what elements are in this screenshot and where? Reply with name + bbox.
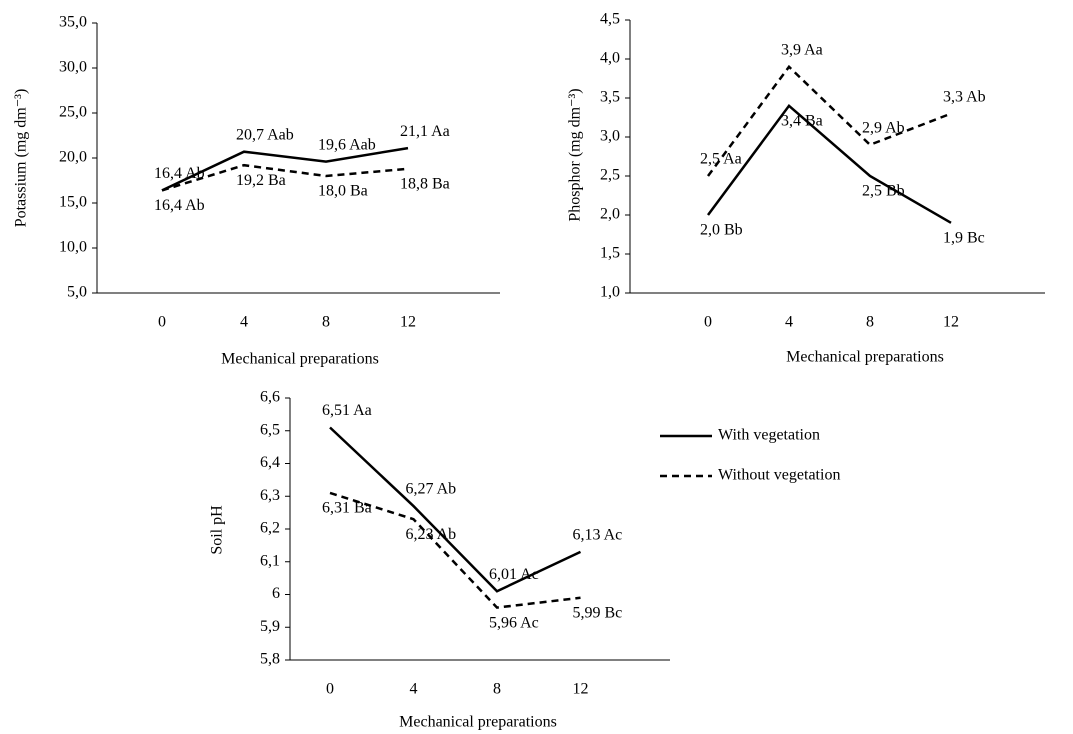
y-tick-label: 25,0 — [59, 104, 87, 121]
data-label: 6,27 Ab — [406, 481, 457, 498]
y-tick-label: 4,0 — [600, 50, 620, 67]
y-tick-label: 2,0 — [600, 206, 620, 223]
data-label: 6,31 Ba — [322, 500, 372, 517]
y-axis-title: Soil pH — [209, 505, 226, 555]
legend-label: Without vegetation — [718, 467, 840, 484]
y-tick-label: 4,5 — [600, 11, 620, 28]
y-tick-label: 6,6 — [260, 389, 280, 406]
x-tick-label: 4 — [785, 314, 793, 331]
data-label: 2,9 Ab — [862, 119, 905, 136]
data-label: 6,13 Ac — [573, 527, 623, 544]
series-line — [161, 146, 409, 192]
y-tick-label: 15,0 — [59, 194, 87, 211]
series-line — [161, 163, 409, 192]
x-tick-label: 12 — [400, 314, 416, 331]
data-label: 6,23 Ab — [406, 526, 457, 543]
x-axis-title: Mechanical preparations — [221, 351, 379, 368]
series-line — [706, 64, 952, 177]
x-tick-label: 8 — [866, 314, 874, 331]
y-tick-label: 6,3 — [260, 487, 280, 504]
data-label: 16,4 Ab — [154, 197, 205, 214]
data-label: 3,4 Ba — [781, 112, 823, 129]
y-tick-label: 6,2 — [260, 520, 280, 537]
y-tick-label: 5,0 — [67, 284, 87, 301]
y-tick-label: 30,0 — [59, 59, 87, 76]
series-line — [706, 103, 952, 224]
data-label: 2,0 Bb — [700, 222, 743, 239]
x-tick-label: 0 — [158, 314, 166, 331]
data-label: 21,1 Aa — [400, 123, 450, 140]
y-tick-label: 6,5 — [260, 421, 280, 438]
data-label: 6,01 Ac — [489, 566, 539, 583]
y-tick-label: 1,0 — [600, 284, 620, 301]
data-label: 3,9 Aa — [781, 41, 823, 58]
data-label: 3,3 Ab — [943, 88, 986, 105]
y-tick-label: 6 — [272, 585, 280, 602]
data-label: 19,6 Aab — [318, 136, 376, 153]
data-label: 5,99 Bc — [573, 604, 623, 621]
data-label: 2,5 Bb — [862, 183, 905, 200]
y-tick-label: 6,4 — [260, 454, 280, 471]
y-axis-title: Phosphor (mg dm⁻³) — [567, 88, 584, 221]
data-label: 18,0 Ba — [318, 183, 368, 200]
x-tick-label: 12 — [943, 314, 959, 331]
series-line — [329, 491, 581, 609]
x-tick-label: 12 — [573, 681, 589, 698]
data-label: 1,9 Bc — [943, 229, 985, 246]
legend-label: With vegetation — [718, 427, 820, 444]
data-label: 5,96 Ac — [489, 614, 539, 631]
x-axis-title: Mechanical preparations — [399, 714, 557, 731]
x-tick-label: 4 — [410, 681, 418, 698]
y-tick-label: 35,0 — [59, 14, 87, 31]
data-label: 19,2 Ba — [236, 172, 286, 189]
y-tick-label: 20,0 — [59, 149, 87, 166]
y-axis-title: Potassium (mg dm⁻³) — [13, 89, 30, 228]
series-line — [329, 426, 582, 593]
x-axis-title: Mechanical preparations — [786, 349, 944, 366]
y-tick-label: 3,0 — [600, 128, 620, 145]
y-tick-label: 10,0 — [59, 239, 87, 256]
y-tick-label: 1,5 — [600, 245, 620, 262]
y-tick-label: 2,5 — [600, 167, 620, 184]
x-tick-label: 8 — [493, 681, 501, 698]
y-tick-label: 3,5 — [600, 89, 620, 106]
data-label: 16,4 Ab — [154, 165, 205, 182]
y-tick-label: 6,1 — [260, 552, 280, 569]
data-label: 18,8 Ba — [400, 175, 450, 192]
x-tick-label: 8 — [322, 314, 330, 331]
y-tick-label: 5,8 — [260, 651, 280, 668]
x-tick-label: 4 — [240, 314, 248, 331]
y-tick-label: 5,9 — [260, 618, 280, 635]
data-label: 20,7 Aab — [236, 126, 294, 143]
x-tick-label: 0 — [326, 681, 334, 698]
data-label: 6,51 Aa — [322, 402, 372, 419]
x-tick-label: 0 — [704, 314, 712, 331]
data-label: 2,5 Aa — [700, 151, 742, 168]
